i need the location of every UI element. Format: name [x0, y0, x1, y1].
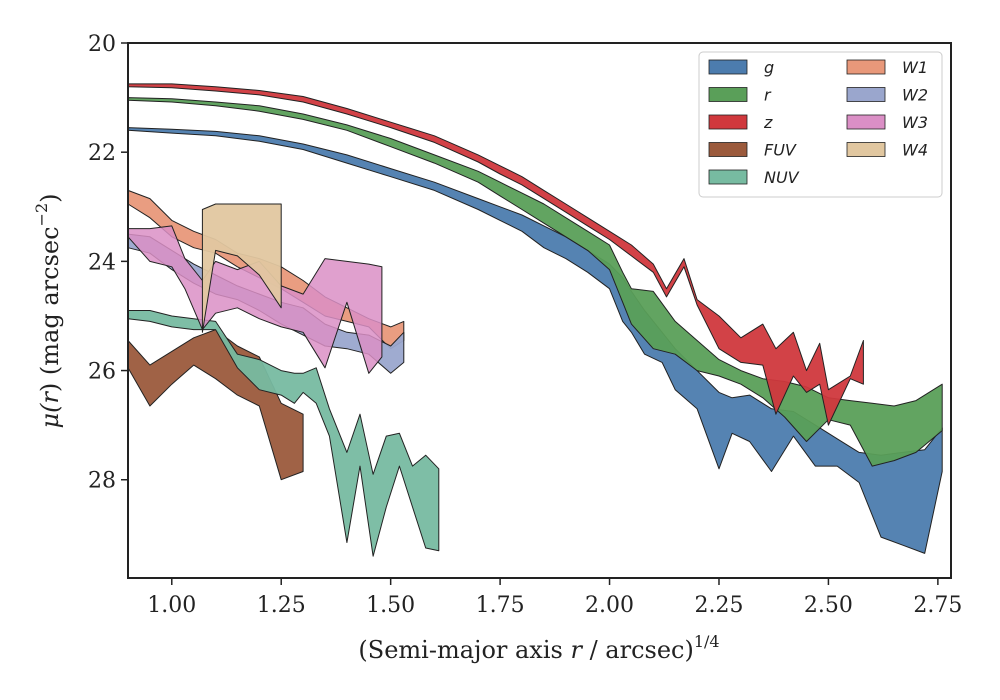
- x-tick-label: 2.25: [694, 593, 743, 618]
- legend-label-g: g: [764, 58, 774, 77]
- y-tick-label: 28: [88, 469, 116, 494]
- legend-label-w4: W4: [902, 141, 928, 160]
- x-axis-label-mid: / arcsec): [582, 636, 694, 664]
- y-axis-label-end: ): [36, 193, 64, 202]
- legend-swatch-g: [708, 59, 748, 75]
- x-axis-label-var: r: [570, 636, 583, 664]
- x-tick-label: 2.00: [585, 593, 634, 618]
- y-tick-label: 26: [88, 360, 116, 385]
- x-axis-label-sup: 1/4: [694, 632, 720, 651]
- band-w4: [201, 203, 282, 333]
- y-axis-label-var: r: [36, 391, 64, 404]
- band-z: [127, 83, 864, 426]
- legend-label-w1: W1: [902, 58, 928, 77]
- legend-swatch-z: [708, 114, 748, 130]
- legend-swatch-w2: [846, 87, 886, 102]
- y-tick-label: 22: [88, 141, 116, 166]
- legend-label-w2: W2: [902, 86, 928, 105]
- y-tick-label: 24: [88, 250, 116, 275]
- x-axis-label: (Semi-major axis r / arcsec)1/4: [358, 632, 719, 664]
- legend-label-nuv: NUV: [764, 168, 800, 187]
- plot-frame: [127, 42, 952, 579]
- x-tick-label: 1.00: [147, 593, 196, 618]
- legend-swatch-w3: [846, 114, 886, 130]
- y-axis-label-prefix: μ(: [36, 403, 64, 429]
- legend-swatch-w1: [846, 59, 886, 75]
- band-r: [127, 97, 943, 467]
- x-tick-label: 2.75: [913, 593, 962, 618]
- legend-label-fuv: FUV: [764, 141, 797, 160]
- legend-swatch-r: [708, 87, 748, 102]
- series-bands: [127, 83, 943, 557]
- band-nuv: [127, 310, 440, 557]
- y-axis-label-sup: −2: [32, 203, 51, 227]
- y-tick-label: 20: [88, 32, 116, 57]
- x-tick-label: 1.50: [366, 593, 415, 618]
- y-axis-label-mid: ) (mag arcsec: [36, 226, 64, 392]
- legend-swatch-fuv: [708, 142, 748, 157]
- x-tick-label: 2.50: [804, 593, 853, 618]
- y-axis: 20 22 24 26 28: [88, 32, 128, 494]
- x-tick-label: 1.25: [257, 593, 306, 618]
- x-axis: 1.00 1.25 1.50 1.75 2.00 2.25 2.50 2.75: [147, 578, 962, 618]
- legend-swatch-nuv: [708, 169, 748, 185]
- x-axis-label-prefix: (Semi-major axis: [358, 636, 570, 664]
- legend-swatch-w4: [846, 142, 886, 157]
- y-axis-label: μ(r) (mag arcsec−2): [32, 193, 64, 428]
- legend: grz FUV NUV W1 W2 W3 W4: [698, 51, 943, 198]
- legend-label-r: r: [764, 86, 772, 105]
- band-g: [127, 127, 943, 554]
- legend-label-w3: W3: [902, 113, 928, 132]
- x-tick-label: 1.75: [476, 593, 525, 618]
- legend-label-z: z: [763, 113, 773, 132]
